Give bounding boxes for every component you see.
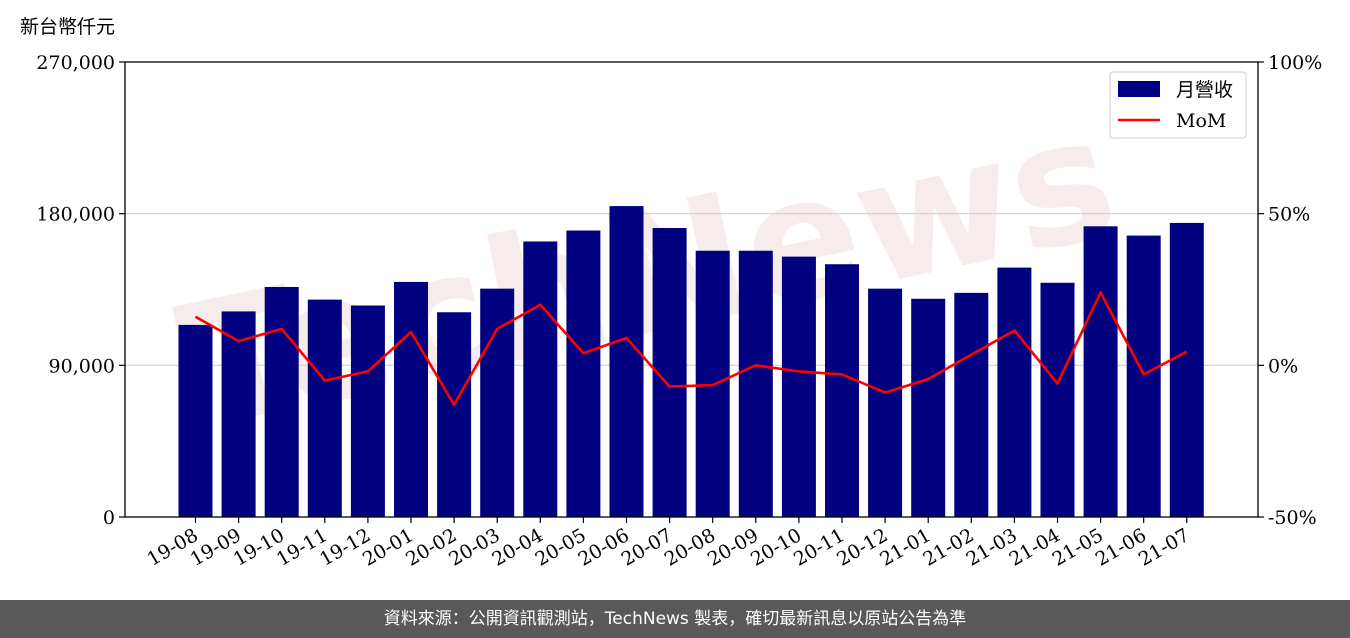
revenue-bar xyxy=(1169,222,1204,517)
revenue-bar xyxy=(566,230,601,517)
y-right-tick-label: -50% xyxy=(1268,507,1317,529)
revenue-bar xyxy=(868,288,903,517)
bar-series xyxy=(178,206,1204,518)
revenue-bar xyxy=(480,288,515,517)
revenue-bar xyxy=(1040,282,1075,517)
revenue-bar xyxy=(781,256,816,517)
y-left-tick-label: 180,000 xyxy=(36,204,115,226)
revenue-bar xyxy=(1126,235,1161,517)
revenue-bar xyxy=(221,311,256,517)
revenue-bar xyxy=(997,267,1032,517)
legend-label-revenue: 月營收 xyxy=(1176,79,1233,101)
revenue-bar xyxy=(954,292,989,517)
revenue-bar xyxy=(264,286,299,517)
legend-label-mom: MoM xyxy=(1176,110,1226,132)
revenue-bar xyxy=(307,299,342,517)
y-right-tick-label: 100% xyxy=(1268,52,1322,74)
y-axis-unit-label: 新台幣仟元 xyxy=(20,16,115,38)
y-right-tick-label: 0% xyxy=(1268,355,1298,377)
revenue-bar xyxy=(738,250,773,518)
revenue-bar xyxy=(825,264,859,517)
plot-frame xyxy=(124,61,1259,518)
mom-line xyxy=(194,291,1188,407)
y-right-tick-label: 50% xyxy=(1268,204,1310,226)
revenue-bar xyxy=(437,312,472,517)
y-left-tick-label: 270,000 xyxy=(36,52,115,74)
y-left-tick-label: 90,000 xyxy=(49,355,115,377)
source-footer: 資料來源：公開資訊觀測站，TechNews 製表，確切最新訊息以原站公告為準 xyxy=(0,600,1350,638)
revenue-bar xyxy=(394,281,428,517)
x-tick-label: 21-07 xyxy=(1135,524,1193,570)
chart: TechNews 090,000180,000270,000-50%0%50%1… xyxy=(20,16,1322,571)
revenue-bar xyxy=(350,305,385,517)
revenue-bar xyxy=(609,206,644,518)
revenue-bar xyxy=(1083,226,1118,518)
revenue-bar xyxy=(178,324,213,517)
revenue-bar xyxy=(911,298,946,517)
legend: 月營收 MoM xyxy=(1109,71,1247,139)
mom-line-series xyxy=(194,291,1188,407)
legend-swatch-bar xyxy=(1118,81,1160,97)
revenue-bar xyxy=(523,241,558,517)
y-left-tick-label: 0 xyxy=(103,507,115,529)
